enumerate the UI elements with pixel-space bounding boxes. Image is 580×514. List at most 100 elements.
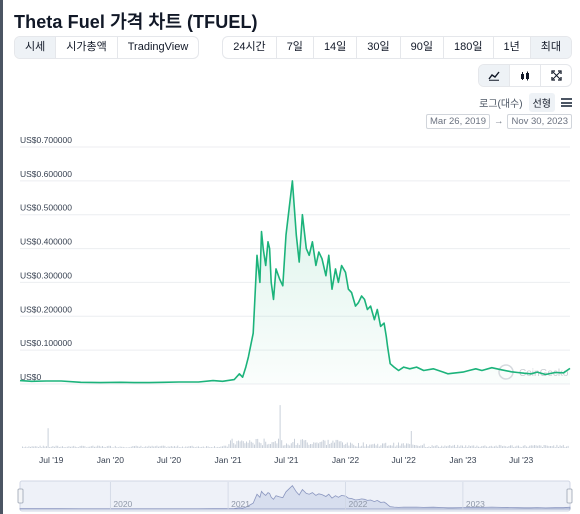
linear-scale-option[interactable]: 선형 (528, 93, 555, 112)
range-1y[interactable]: 1년 (492, 37, 530, 58)
volume-bar (505, 446, 507, 448)
volume-bar (220, 446, 222, 448)
volume-bar (273, 442, 275, 448)
volume-bar (324, 440, 326, 448)
y-tick-label: US$0.600000 (20, 169, 72, 179)
range-30d[interactable]: 30일 (356, 37, 399, 58)
volume-bar (393, 442, 395, 448)
navigator-left-handle[interactable] (17, 488, 24, 504)
volume-bar (54, 446, 55, 448)
volume-bar (473, 445, 475, 448)
menu-icon[interactable] (561, 98, 572, 107)
volume-bar (289, 445, 291, 448)
volume-bar (217, 446, 219, 448)
volume-bar (23, 447, 25, 448)
volume-bar (73, 445, 75, 448)
volume-bar (356, 446, 358, 448)
range-180d[interactable]: 180일 (443, 37, 492, 58)
volume-bar (375, 445, 377, 448)
volume-bar (119, 446, 121, 448)
volume-bar (527, 446, 529, 448)
volume-bar (95, 446, 97, 448)
navigator-right-handle[interactable] (566, 488, 573, 504)
navigator-year-label: 2021 (231, 499, 250, 509)
volume-bar (458, 446, 460, 448)
volume-bar (242, 441, 244, 448)
volume-bar (258, 442, 260, 448)
chart-type-tools (478, 64, 572, 87)
volume-bar (470, 446, 471, 448)
volume-bar (433, 446, 435, 448)
volume-bar (524, 445, 526, 448)
volume-bar (65, 447, 67, 448)
volume-bar (145, 446, 147, 448)
range-7d[interactable]: 7일 (275, 37, 313, 58)
range-90d[interactable]: 90일 (399, 37, 443, 58)
volume-bar (495, 445, 497, 448)
volume-bar (450, 446, 452, 448)
volume-bar (193, 446, 195, 448)
volume-bar (194, 447, 196, 448)
tab-price[interactable]: 시세 (15, 37, 56, 58)
volume-bar (76, 447, 78, 448)
volume-bar (487, 446, 489, 448)
y-tick-label: US$0.700000 (20, 135, 72, 145)
volume-bar (49, 447, 51, 448)
volume-bar (124, 447, 126, 448)
volume-bar (319, 442, 321, 448)
volume-bar (158, 446, 159, 448)
volume-bar (383, 443, 385, 448)
volume-bar (567, 445, 569, 448)
scale-toggle: 로그(대수) 선형 (479, 93, 572, 112)
volume-bar (276, 443, 278, 448)
volume-bar (305, 440, 307, 448)
volume-bar (62, 446, 63, 448)
volume-bar (321, 441, 323, 448)
volume-bar (94, 446, 95, 448)
volume-bar (446, 446, 447, 448)
volume-bar (255, 439, 257, 448)
volume-bar (25, 446, 27, 448)
volume-bar (399, 445, 401, 448)
volume-bar (406, 443, 407, 448)
date-to-input[interactable]: Nov 30, 2023 (507, 114, 572, 129)
volume-bar (114, 445, 116, 448)
volume-bar (366, 444, 367, 448)
volume-bar (199, 447, 201, 448)
volume-bar (412, 444, 414, 448)
volume-bar (28, 446, 30, 448)
volume-bar (238, 440, 239, 448)
volume-bar (66, 446, 68, 448)
fullscreen-icon (550, 70, 562, 81)
volume-bar (410, 431, 412, 448)
volume-bar (510, 445, 511, 448)
volume-bar (146, 446, 148, 448)
volume-bar (134, 446, 135, 448)
volume-bar (398, 442, 399, 448)
y-tick-label: US$0 (20, 372, 42, 382)
x-tick-label: Jan '23 (449, 455, 476, 465)
volume-bar (562, 444, 564, 448)
volume-bar (311, 444, 313, 448)
volume-bar (249, 440, 251, 448)
volume-bar (434, 445, 436, 448)
volume-bar (262, 445, 263, 448)
tab-tradingview[interactable]: TradingView (116, 37, 199, 58)
volume-bar (63, 447, 65, 448)
tab-market-cap[interactable]: 시가총액 (55, 37, 116, 58)
range-24h[interactable]: 24시간 (233, 41, 266, 53)
volume-bar (79, 446, 81, 448)
date-from-input[interactable]: Mar 26, 2019 (426, 114, 490, 129)
range-max[interactable]: 최대 (529, 37, 571, 58)
volume-bar (542, 447, 543, 448)
line-chart-button[interactable] (479, 65, 509, 86)
candlestick-button[interactable] (509, 65, 540, 86)
volume-bar (33, 446, 35, 448)
fullscreen-button[interactable] (540, 65, 571, 86)
range-14d[interactable]: 14일 (312, 37, 356, 58)
volume-bar (138, 446, 140, 448)
volume-bar (502, 446, 503, 448)
volume-bar (60, 446, 62, 448)
log-scale-option[interactable]: 로그(대수) (479, 99, 523, 110)
volume-bar (281, 440, 283, 448)
